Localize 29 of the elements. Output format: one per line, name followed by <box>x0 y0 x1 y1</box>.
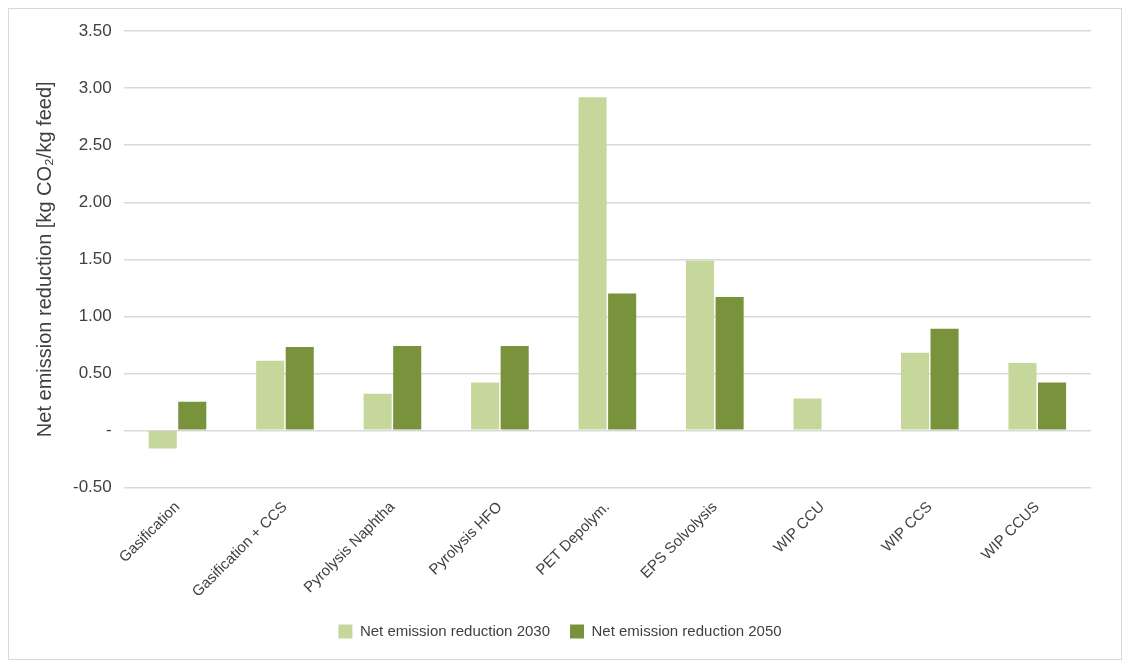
y-tick-label: 0.50 <box>78 363 112 383</box>
bar <box>1038 382 1067 430</box>
y-tick-label: 3.00 <box>78 77 112 97</box>
bar <box>793 398 822 430</box>
bar <box>608 293 637 430</box>
y-tick-label: 2.50 <box>78 134 112 154</box>
bar <box>686 260 715 430</box>
bar <box>471 382 500 430</box>
legend-label: Net emission reduction 2050 <box>591 621 782 639</box>
y-tick-label: 3.50 <box>78 20 112 40</box>
y-tick-label: 1.50 <box>78 248 112 268</box>
bar <box>500 345 529 430</box>
y-tick-label: - <box>106 420 112 440</box>
y-tick-label: -0.50 <box>73 477 112 497</box>
bar <box>256 360 285 430</box>
bar <box>715 296 744 430</box>
bar <box>900 352 930 430</box>
bar <box>148 431 177 449</box>
bar <box>930 328 959 430</box>
y-axis-title: Net emission reduction [kg CO₂/kg feed] <box>32 81 55 438</box>
legend-label: Net emission reduction 2030 <box>359 621 550 639</box>
bar <box>363 393 392 430</box>
bar <box>178 401 207 430</box>
bar <box>285 347 314 430</box>
y-tick-label: 1.00 <box>78 306 112 325</box>
bar <box>1008 363 1037 430</box>
bar <box>393 345 422 430</box>
y-tick-label: 2.00 <box>78 191 112 211</box>
bar <box>578 97 607 430</box>
